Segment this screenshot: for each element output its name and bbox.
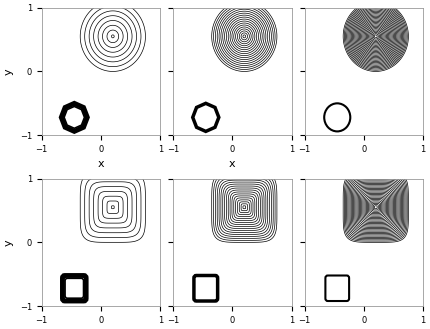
Y-axis label: y: y [4, 68, 14, 75]
X-axis label: x: x [229, 160, 236, 169]
X-axis label: x: x [98, 160, 104, 169]
Y-axis label: y: y [4, 239, 14, 246]
